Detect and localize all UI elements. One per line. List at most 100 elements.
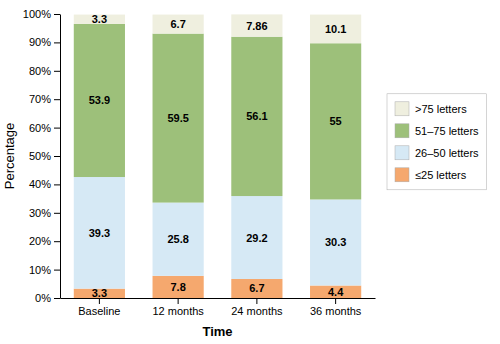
bar-segment: [153, 15, 204, 34]
y-tick: 40%: [29, 178, 60, 190]
x-tick: 12 months: [152, 298, 204, 317]
data-label: 3.3: [92, 287, 107, 299]
y-tick-mark: [54, 14, 60, 15]
data-label: 30.3: [325, 236, 346, 248]
bar-segment: [310, 43, 361, 199]
bar-series: [74, 24, 361, 203]
y-tick-mark: [54, 213, 60, 214]
data-label: 29.2: [246, 232, 267, 244]
bar-segment: [153, 34, 204, 203]
y-tick: 10%: [29, 264, 60, 276]
x-axis: Baseline 12 months 24 months 36 months: [61, 298, 376, 317]
y-tick-label: 80%: [29, 65, 51, 77]
y-tick-label: 70%: [29, 93, 51, 105]
y-tick-label: 30%: [29, 207, 51, 219]
y-tick-label: 40%: [29, 178, 51, 190]
bar-segment: [231, 196, 282, 279]
bar-segment: [231, 14, 282, 36]
legend-swatch: [395, 146, 409, 160]
x-tick-mark: [178, 298, 179, 304]
data-label: 59.5: [167, 112, 188, 124]
bar-segment: [310, 286, 361, 298]
legend-label: 51–75 letters: [415, 125, 479, 137]
y-tick: 90%: [29, 36, 60, 48]
x-tick: Baseline: [78, 298, 120, 317]
data-label: 6.7: [170, 18, 185, 30]
y-tick: 20%: [29, 235, 60, 247]
data-label: 55: [330, 115, 342, 127]
bar-segment: [231, 37, 282, 196]
bar-segment: [153, 203, 204, 276]
data-label: 6.7: [249, 282, 264, 294]
y-tick-mark: [54, 156, 60, 157]
x-tick-label: 36 months: [310, 305, 362, 317]
data-label: 7.8: [170, 281, 185, 293]
x-tick-label: 12 months: [152, 305, 204, 317]
y-tick-mark: [54, 128, 60, 129]
bar-segment: [231, 279, 282, 298]
legend-item: ≤25 letters: [395, 168, 467, 182]
y-tick: 80%: [29, 65, 60, 77]
legend-label: ≤25 letters: [415, 169, 467, 181]
x-axis-line: [61, 298, 376, 299]
y-tick: 100%: [23, 8, 60, 20]
bar-segment: [310, 199, 361, 285]
y-tick: 60%: [29, 122, 60, 134]
x-tick-label: 24 months: [231, 305, 283, 317]
legend-label: 26–50 letters: [415, 147, 479, 159]
y-tick: 70%: [29, 93, 60, 105]
y-tick-mark: [54, 270, 60, 271]
data-label: 7.86: [246, 20, 267, 32]
y-tick-label: 0%: [35, 292, 51, 304]
y-tick-label: 100%: [23, 8, 51, 20]
bar-segment: [153, 276, 204, 298]
bars: [74, 14, 361, 298]
data-label: 56.1: [246, 110, 267, 122]
legend-item: 26–50 letters: [395, 146, 479, 160]
plot-area: 0% 10% 20% 30% 40% 50% 60% 70% 80% 90% 100% Baselin…: [2, 8, 376, 339]
legend-swatch: [395, 124, 409, 138]
y-tick-mark: [54, 241, 60, 242]
legend: >75 letters 51–75 letters 26–50 letters ≤25…: [387, 94, 487, 190]
data-labels: 3.3 7.8 6.7 4.4 39.3 25.8 29.2 30.3 53.9 59.5 56.1…: [89, 13, 347, 299]
y-tick: 30%: [29, 207, 60, 219]
bar-series: [74, 14, 361, 43]
y-tick-mark: [54, 298, 60, 299]
data-label: 25.8: [167, 233, 188, 245]
y-tick-label: 60%: [29, 122, 51, 134]
bar-segment: [74, 177, 125, 289]
y-axis-title: Percentage: [2, 123, 17, 190]
legend-item: 51–75 letters: [395, 124, 479, 138]
y-tick-label: 20%: [29, 235, 51, 247]
y-axis-line: [60, 15, 61, 299]
x-tick-label: Baseline: [78, 305, 120, 317]
y-tick: 50%: [29, 150, 60, 162]
legend-frame: [387, 94, 487, 190]
y-tick-label: 50%: [29, 150, 51, 162]
y-tick-mark: [54, 99, 60, 100]
data-label: 39.3: [89, 227, 110, 239]
chart-svg: 0% 10% 20% 30% 40% 50% 60% 70% 80% 90% 100% Baselin…: [0, 0, 500, 344]
bar-segment: [74, 24, 125, 177]
legend-item: >75 letters: [395, 102, 467, 116]
y-tick: 0%: [35, 292, 60, 304]
x-tick-mark: [256, 298, 257, 304]
data-label: 10.1: [325, 23, 346, 35]
legend-swatch: [395, 168, 409, 182]
y-tick-mark: [54, 184, 60, 185]
x-tick: 24 months: [231, 298, 283, 317]
data-label: 4.4: [328, 286, 344, 298]
y-axis: 0% 10% 20% 30% 40% 50% 60% 70% 80% 90% 100%: [23, 8, 61, 304]
chart-container: 0% 10% 20% 30% 40% 50% 60% 70% 80% 90% 100% Baselin…: [0, 0, 500, 344]
y-tick-mark: [54, 42, 60, 43]
y-tick-label: 90%: [29, 36, 51, 48]
x-axis-title: Time: [202, 324, 232, 339]
y-tick-mark: [54, 71, 60, 72]
x-tick-mark: [335, 298, 336, 304]
bar-segment: [310, 15, 361, 44]
y-tick-label: 10%: [29, 264, 51, 276]
data-label: 53.9: [89, 94, 110, 106]
legend-label: >75 letters: [415, 103, 467, 115]
legend-swatch: [395, 102, 409, 116]
data-label: 3.3: [92, 13, 107, 25]
